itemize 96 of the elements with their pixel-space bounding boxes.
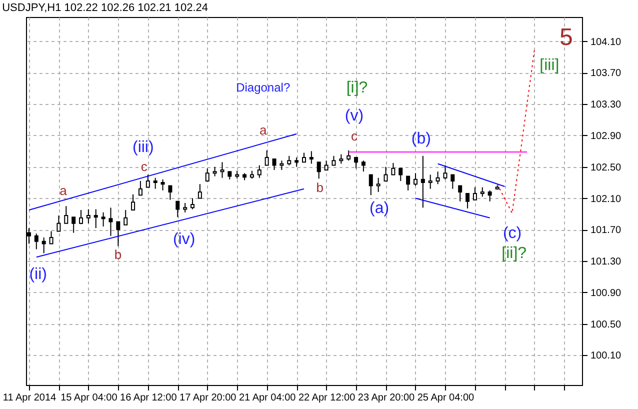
candlestick bbox=[458, 185, 462, 202]
candlestick bbox=[339, 154, 344, 164]
candlestick bbox=[160, 178, 165, 191]
candlestick bbox=[153, 177, 158, 190]
candlestick bbox=[94, 208, 98, 229]
candlestick bbox=[190, 198, 195, 210]
annotation: [i]? bbox=[346, 80, 368, 97]
annotation: [iii] bbox=[540, 56, 560, 74]
y-tick-label: 102.10 bbox=[590, 194, 622, 205]
candlestick bbox=[72, 216, 76, 234]
candlestick bbox=[168, 185, 172, 200]
x-tick-label: 25 Apr 04:00 bbox=[417, 392, 475, 404]
candlestick bbox=[257, 164, 262, 178]
candlestick bbox=[488, 190, 492, 202]
x-tick-label: 22 Apr 12:00 bbox=[298, 392, 356, 404]
candlestick bbox=[428, 174, 432, 190]
annotation: 5 bbox=[560, 24, 573, 52]
y-tick-label: 101.70 bbox=[590, 225, 622, 236]
x-tick-label: 15 Apr 04:00 bbox=[60, 392, 118, 404]
candlestick bbox=[302, 152, 306, 163]
annotation: (v) bbox=[344, 107, 364, 124]
candlestick bbox=[384, 166, 388, 182]
candlestick bbox=[220, 162, 224, 178]
chart-title: USDJPY,H1 102.22 102.26 102.21 102.24 bbox=[2, 2, 208, 14]
candlestick bbox=[79, 210, 84, 225]
candlestick bbox=[49, 230, 54, 244]
annotation: c bbox=[140, 159, 148, 174]
candlestick bbox=[406, 176, 410, 191]
candlestick bbox=[138, 180, 142, 196]
annotation: (c) bbox=[502, 225, 522, 242]
x-tick-label: 11 Apr 2014 bbox=[2, 392, 57, 404]
candlestick bbox=[413, 172, 418, 186]
candlestick bbox=[480, 186, 484, 198]
candlestick bbox=[42, 236, 46, 254]
y-tick-label: 102.50 bbox=[590, 162, 622, 174]
candlestick bbox=[466, 193, 470, 209]
annotation: (iv) bbox=[172, 230, 196, 248]
candlestick bbox=[56, 215, 61, 232]
candlestick bbox=[212, 166, 217, 177]
y-tick-label: 100.10 bbox=[590, 350, 622, 362]
candlestick bbox=[280, 160, 284, 171]
x-tick-label: 21 Apr 04:00 bbox=[238, 392, 296, 404]
candlestick bbox=[183, 202, 188, 213]
candlestick bbox=[124, 210, 128, 226]
candlestick bbox=[131, 194, 136, 211]
annotation: [ii]? bbox=[502, 245, 527, 262]
candlestick bbox=[294, 156, 299, 168]
candlestick bbox=[398, 168, 403, 182]
candlestick bbox=[346, 150, 351, 162]
annotation: c bbox=[350, 128, 358, 144]
candlestick bbox=[450, 174, 455, 190]
y-tick-label: 103.30 bbox=[590, 100, 622, 111]
candlestick bbox=[108, 207, 113, 236]
y-tick-label: 103.70 bbox=[590, 68, 622, 80]
y-tick-label: 101.30 bbox=[590, 256, 622, 268]
annotation: a bbox=[60, 182, 68, 198]
candlestick bbox=[332, 155, 336, 166]
candlestick bbox=[443, 164, 448, 180]
candlestick bbox=[205, 168, 210, 182]
annotation: (ii) bbox=[29, 266, 47, 284]
y-tick-label: 104.10 bbox=[590, 36, 622, 48]
annotation: (b) bbox=[411, 130, 431, 148]
candlestick bbox=[324, 160, 328, 171]
y-tick-label: 102.90 bbox=[590, 130, 622, 142]
candlestick bbox=[64, 206, 68, 224]
annotation: Diagonal? bbox=[236, 80, 290, 95]
annotation: b bbox=[114, 247, 122, 262]
candlestick bbox=[368, 174, 373, 196]
annotation: b bbox=[316, 180, 324, 196]
x-tick-label: 23 Apr 20:00 bbox=[358, 392, 416, 404]
candlestick bbox=[101, 212, 106, 227]
candlestick bbox=[436, 171, 440, 185]
y-tick-label: 100.90 bbox=[590, 288, 622, 299]
x-tick-label: 16 Apr 12:00 bbox=[120, 392, 178, 404]
candlestick bbox=[272, 158, 276, 171]
candlestick bbox=[264, 150, 269, 166]
x-tick-label: 17 Apr 20:00 bbox=[180, 392, 237, 404]
candlestick bbox=[86, 208, 90, 224]
candlestick bbox=[309, 150, 314, 164]
candlestick bbox=[354, 156, 358, 169]
candlestick bbox=[146, 174, 150, 188]
y-tick-label: 100.50 bbox=[590, 319, 622, 330]
candlestick bbox=[287, 155, 292, 166]
candlestick bbox=[361, 160, 366, 172]
candlestick bbox=[198, 184, 202, 199]
candlestick bbox=[34, 233, 38, 250]
candlestick bbox=[420, 155, 425, 208]
candlestick bbox=[116, 221, 120, 247]
annotation: (iii) bbox=[132, 138, 154, 156]
candlestick bbox=[391, 162, 396, 176]
candlestick bbox=[472, 186, 477, 200]
annotation: (a) bbox=[370, 200, 390, 218]
candlestick bbox=[176, 200, 180, 218]
annotation: a bbox=[259, 122, 268, 138]
candlestick bbox=[316, 162, 321, 180]
candlestick bbox=[376, 177, 380, 192]
